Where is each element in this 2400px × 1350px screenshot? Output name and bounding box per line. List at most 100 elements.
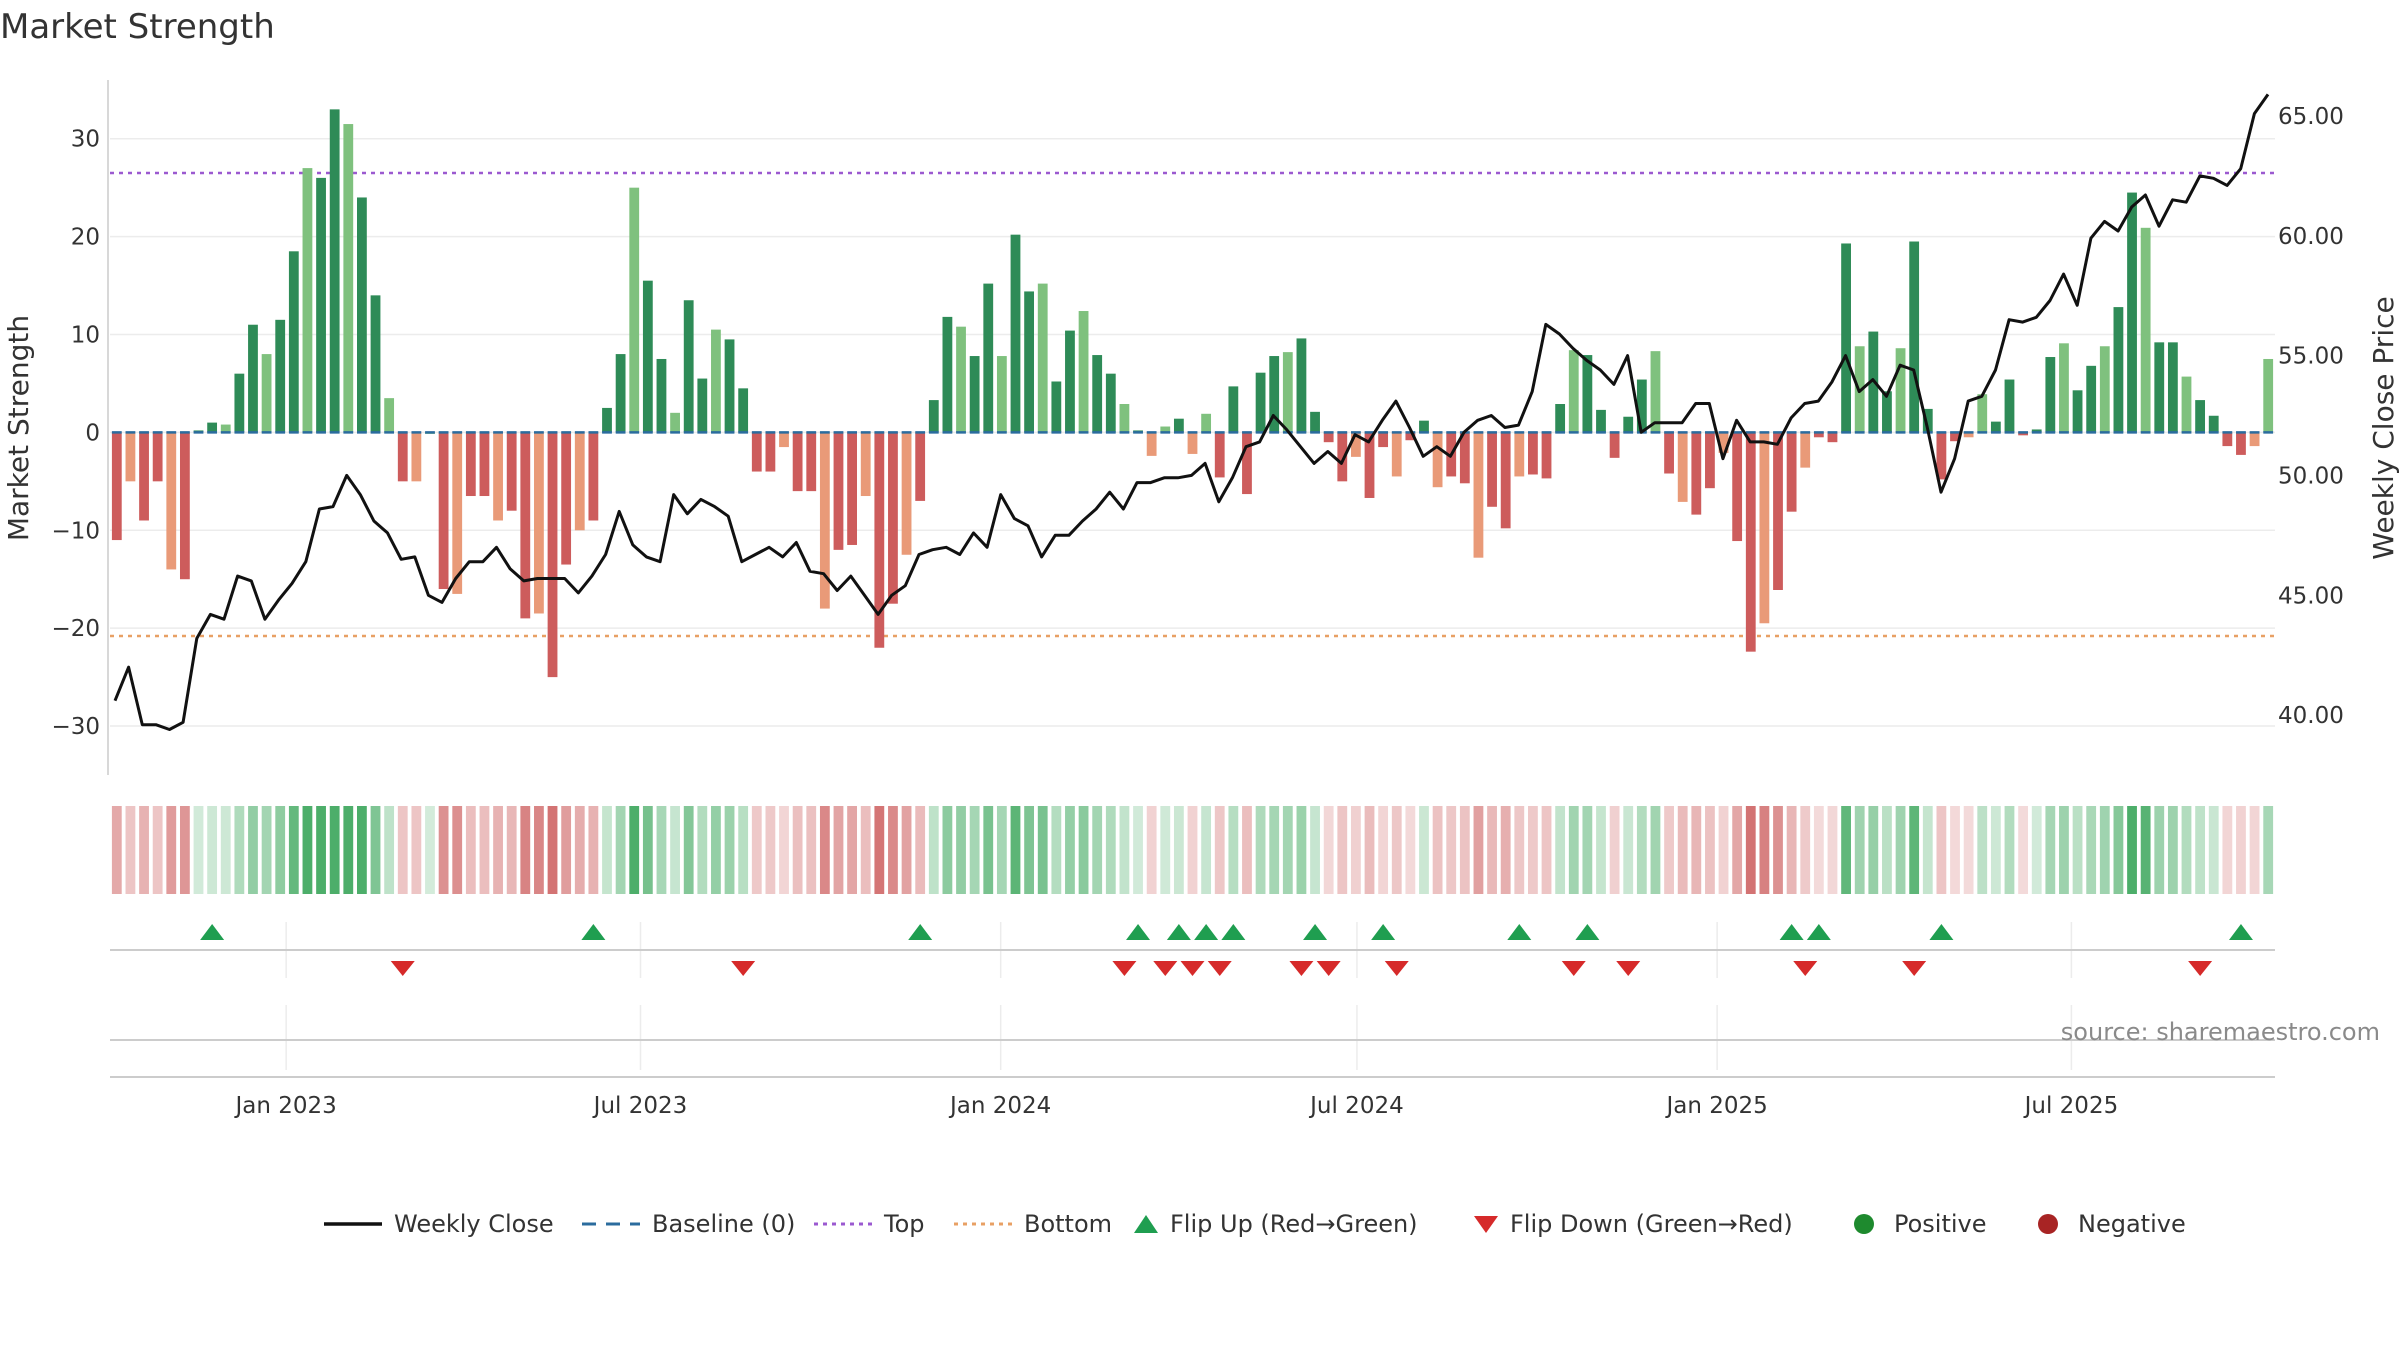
heat-cell — [2004, 806, 2015, 894]
heat-cell — [1201, 806, 1212, 894]
heat-cell — [520, 806, 531, 894]
heat-cell — [1065, 806, 1075, 894]
heat-cell — [1037, 806, 1048, 894]
heat-cell — [1555, 806, 1566, 894]
strength-bar — [1732, 432, 1743, 542]
heat-cell — [1596, 806, 1606, 894]
heat-cell — [996, 806, 1007, 894]
heat-cell — [1487, 806, 1497, 894]
legend-item: Weekly Close — [324, 1210, 554, 1238]
heat-cell — [1187, 806, 1198, 894]
x-tick-label: Jan 2024 — [948, 1093, 1051, 1119]
heat-cell — [248, 806, 258, 894]
heat-cell — [275, 806, 286, 894]
strength-bar — [1214, 432, 1225, 478]
strength-bar — [1255, 372, 1266, 433]
heat-cell — [860, 806, 871, 894]
strength-bar — [642, 280, 653, 433]
strength-bar — [574, 432, 585, 531]
strength-bar — [534, 432, 544, 614]
strength-bar — [2031, 429, 2042, 433]
heat-cell — [2154, 806, 2165, 894]
strength-bar — [166, 432, 177, 570]
heat-cell — [1419, 806, 1429, 894]
strength-bar — [343, 124, 354, 433]
heat-cell — [983, 806, 994, 894]
flip-down-marker — [1112, 961, 1137, 976]
flip-up-marker — [1166, 924, 1191, 940]
heat-cell — [1950, 806, 1960, 894]
x-tick-label: Jul 2025 — [2023, 1093, 2119, 1119]
x-tick-label: Jan 2023 — [234, 1093, 337, 1119]
heat-cell — [1732, 806, 1743, 894]
strength-bar — [2072, 390, 2083, 433]
flip-down-marker — [1207, 961, 1232, 976]
strength-bar — [2263, 358, 2274, 433]
heat-cell — [534, 806, 544, 894]
heat-cell — [602, 806, 612, 894]
heat-cell — [888, 806, 898, 894]
strength-bar — [969, 356, 980, 433]
strength-bar — [479, 432, 490, 497]
strength-bar — [179, 432, 190, 580]
y2-tick-label: 55.00 — [2278, 344, 2344, 370]
y-tick-label: −20 — [51, 616, 100, 642]
strength-bar — [629, 187, 640, 433]
strength-bar — [234, 373, 245, 433]
legend-label: Weekly Close — [394, 1210, 554, 1238]
strength-bar — [506, 432, 517, 511]
heat-cell — [1378, 806, 1389, 894]
strength-bar — [1323, 432, 1334, 443]
heat-cell — [179, 806, 190, 894]
y2-tick-label: 40.00 — [2278, 703, 2344, 729]
legend-label: Negative — [2078, 1210, 2186, 1238]
heat-cell — [670, 806, 680, 894]
legend-label: Bottom — [1024, 1210, 1112, 1238]
strength-bar — [1459, 432, 1470, 484]
heat-cell — [1895, 806, 1906, 894]
flip-down-marker — [390, 961, 415, 976]
strength-bar — [779, 432, 789, 448]
strength-bar — [1364, 432, 1375, 498]
strength-bar — [397, 432, 408, 482]
flip-up-marker — [2228, 924, 2253, 940]
strength-bar — [860, 432, 871, 497]
weekly-close-series — [113, 93, 2270, 731]
strength-bar — [329, 109, 340, 433]
heat-cell — [1636, 806, 1647, 894]
heat-cell — [1105, 806, 1116, 894]
flip-up-marker — [1929, 924, 1954, 940]
strength-bar — [1541, 432, 1552, 479]
heat-cell — [1051, 806, 1062, 894]
lower-panel — [110, 1039, 2275, 1078]
strength-bar — [1350, 432, 1361, 457]
heat-cell — [2222, 806, 2233, 894]
heat-cell — [2086, 806, 2097, 894]
strength-bar — [1677, 432, 1688, 502]
heat-cell — [2236, 806, 2246, 894]
strength-bar — [452, 432, 463, 594]
strength-bar — [1037, 283, 1048, 433]
flip-down-marker — [1153, 961, 1178, 976]
strength-bar — [370, 295, 381, 433]
flip-down-marker — [1561, 961, 1586, 976]
legend-label: Flip Down (Green→Red) — [1510, 1210, 1793, 1238]
heat-cell — [738, 806, 749, 894]
heat-cell — [1173, 806, 1184, 894]
heat-cell — [2195, 806, 2206, 894]
strength-bar — [1977, 394, 1988, 433]
strength-bar — [2208, 415, 2219, 433]
strength-bar — [2167, 342, 2178, 433]
strength-bar — [1759, 432, 1770, 624]
heat-cell — [166, 806, 177, 894]
strength-bar — [1146, 432, 1157, 456]
strength-bar — [302, 168, 313, 433]
strength-bar — [1337, 432, 1348, 482]
heat-cell — [1854, 806, 1865, 894]
strength-bar — [1718, 432, 1729, 453]
heat-cell — [1242, 806, 1252, 894]
heat-cell — [942, 806, 953, 894]
x-tick-label: Jan 2025 — [1664, 1093, 1767, 1119]
grid-lines — [110, 137, 2275, 1070]
legend-label: Flip Up (Red→Green) — [1170, 1210, 1418, 1238]
